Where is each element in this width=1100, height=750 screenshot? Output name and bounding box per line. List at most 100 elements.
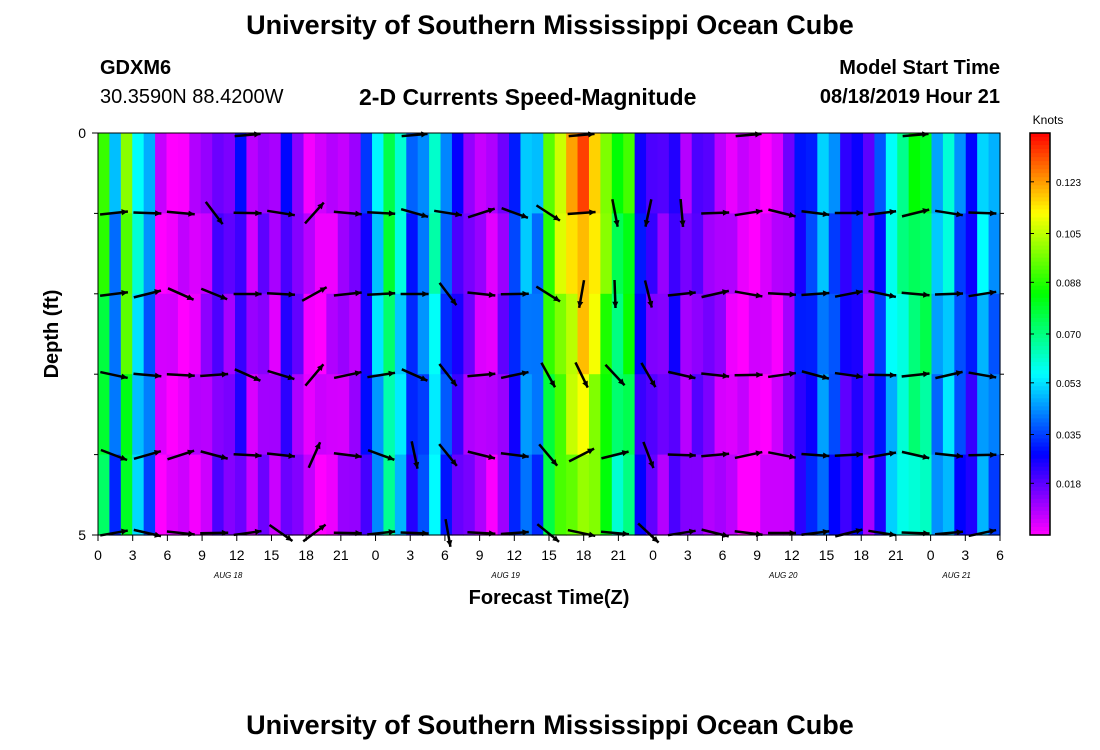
heatmap-cell	[794, 213, 807, 295]
current-arrow	[768, 451, 796, 460]
current-arrow	[234, 368, 261, 382]
x-tick-label: 0	[927, 547, 935, 563]
current-arrow	[410, 441, 420, 469]
x-tick-label: 3	[129, 547, 137, 563]
heatmap-cell	[714, 454, 727, 536]
heatmap-cell	[874, 133, 887, 214]
heatmap-cell	[942, 454, 955, 536]
current-arrow	[968, 371, 997, 380]
heatmap-cell	[417, 374, 430, 456]
current-arrow	[200, 371, 229, 378]
chart-subtitle: 2-D Currents Speed-Magnitude	[359, 84, 697, 110]
heatmap-cell	[977, 213, 990, 295]
heatmap-cell	[828, 454, 841, 536]
heatmap-cell	[977, 133, 990, 214]
heatmap-cell	[577, 293, 590, 375]
heatmap-cell	[805, 293, 818, 375]
heatmap-cell	[828, 293, 841, 375]
current-arrow	[801, 210, 830, 217]
x-tick-label: 21	[333, 547, 349, 563]
current-arrow	[968, 451, 997, 458]
heatmap-cell	[634, 293, 647, 375]
heatmap-cell	[486, 374, 499, 456]
heatmap-cell	[417, 293, 430, 375]
current-arrow	[333, 210, 362, 217]
heatmap-cell	[349, 293, 362, 375]
current-arrow	[568, 447, 595, 463]
heatmap-cell	[920, 454, 933, 536]
x-tick-label: 9	[753, 547, 761, 563]
colorbar-tick-label: 0.018	[1056, 479, 1081, 490]
day-label: AUG 18	[213, 571, 243, 580]
heatmap-cell	[714, 133, 727, 214]
heatmap-cell	[235, 133, 248, 214]
heatmap-cell	[760, 374, 773, 456]
heatmap-cell	[280, 293, 293, 375]
heatmap-cell	[303, 133, 316, 214]
heatmap-cell	[120, 293, 133, 375]
heatmap-cell	[314, 374, 327, 456]
heatmap-cell	[314, 133, 327, 214]
heatmap-cell	[326, 374, 339, 456]
heatmap-cell	[417, 213, 430, 295]
heatmap-cell	[737, 374, 750, 456]
current-arrow	[540, 362, 557, 388]
heatmap-cell	[98, 293, 111, 375]
current-arrow	[133, 289, 162, 299]
heatmap-cell	[862, 133, 876, 214]
heatmap-cell	[805, 454, 818, 536]
heatmap-cell	[257, 293, 270, 375]
heatmap-cell	[132, 133, 145, 214]
heatmap-cell	[189, 133, 202, 214]
current-arrow	[467, 207, 496, 219]
current-arrow	[538, 443, 559, 467]
heatmap-cell	[98, 374, 111, 456]
current-arrow	[233, 210, 262, 217]
heatmap-cell	[668, 213, 681, 295]
heatmap-cell	[771, 133, 784, 214]
current-arrow	[767, 370, 797, 379]
current-arrow	[444, 518, 453, 548]
x-tick-label: 15	[264, 547, 280, 563]
colorbar-tick-label: 0.088	[1056, 278, 1081, 289]
heatmap-cell	[349, 454, 362, 536]
heatmap-cell	[874, 293, 887, 375]
heatmap-cell	[874, 213, 887, 295]
heatmap-cell	[600, 374, 613, 456]
heatmap-cell	[212, 293, 225, 375]
station-coordinates: 30.3590N 88.4200W	[100, 86, 284, 108]
heatmap-cell	[623, 374, 636, 456]
heatmap-cell	[223, 133, 236, 214]
current-arrow	[901, 450, 930, 460]
heatmap-cell	[931, 374, 944, 456]
heatmap-cell	[463, 133, 476, 214]
heatmap-cell	[703, 454, 716, 536]
day-label: AUG 21	[941, 571, 970, 580]
heatmap-cell	[988, 374, 1001, 456]
heatmap-cell	[783, 133, 796, 214]
heatmap-cell	[668, 374, 681, 456]
x-tick-label: 0	[372, 547, 380, 563]
heatmap-cell	[360, 374, 373, 456]
colorbar-tick-label: 0.053	[1056, 379, 1081, 390]
heatmap-cell	[531, 293, 544, 375]
heatmap-cell	[657, 213, 670, 295]
current-arrow	[367, 290, 396, 297]
heatmap-cell	[725, 133, 738, 214]
heatmap-cell	[520, 213, 533, 295]
heatmap-cell	[509, 454, 522, 536]
heatmap-cell	[497, 213, 510, 295]
x-tick-label: 12	[229, 547, 245, 563]
current-arrow	[401, 368, 428, 382]
current-arrow	[801, 370, 830, 380]
heatmap-cell	[497, 454, 510, 536]
heatmap-cell	[520, 293, 533, 375]
current-arrow	[577, 279, 586, 309]
heatmap-cell	[714, 293, 727, 375]
heatmap-cell	[486, 213, 499, 295]
heatmap-cell	[988, 454, 1001, 536]
heatmap-cell	[862, 293, 876, 375]
heatmap-cell	[326, 293, 339, 375]
heatmap-cell	[600, 293, 613, 375]
heatmap-cell	[383, 133, 396, 214]
